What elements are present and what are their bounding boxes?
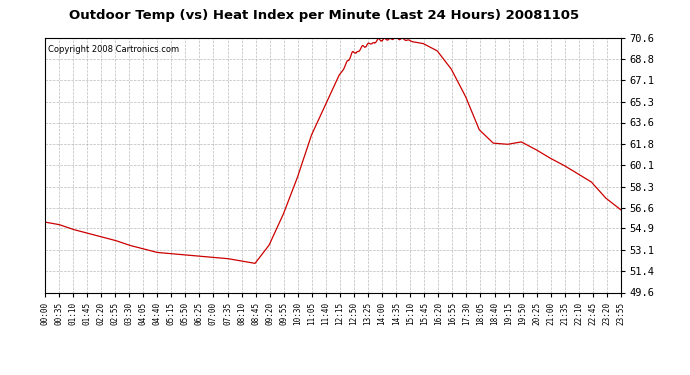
Text: Copyright 2008 Cartronics.com: Copyright 2008 Cartronics.com <box>48 45 179 54</box>
Text: Outdoor Temp (vs) Heat Index per Minute (Last 24 Hours) 20081105: Outdoor Temp (vs) Heat Index per Minute … <box>69 9 580 22</box>
